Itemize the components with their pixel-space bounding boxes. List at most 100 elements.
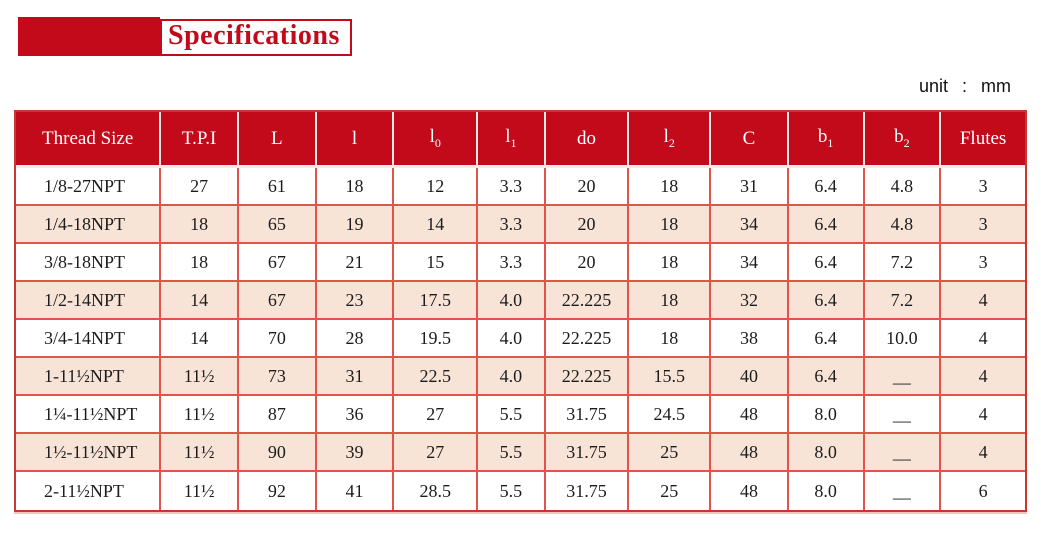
header-cell-l0: l0 (394, 112, 479, 168)
table-cell: 48 (711, 396, 789, 434)
table-cell: 32 (711, 282, 789, 320)
table-cell: 38 (711, 320, 789, 358)
table-cell: 22.225 (545, 358, 630, 396)
table-cell: 19 (316, 206, 395, 244)
header-cell-flutes: Flutes (941, 112, 1025, 168)
table-cell: 3.3 (478, 244, 546, 282)
table-row: 1½-11½NPT 11½ 90 39 27 5.5 31.75 25 48 8.0 __ 4 (16, 434, 1025, 472)
table-cell: 27 (394, 396, 479, 434)
table-cell: 11½ (161, 434, 239, 472)
table-row: 1/2-14NPT 14 67 23 17.5 4.0 22.225 18 32 6.4 7.2 4 (16, 282, 1025, 320)
header-cell-c: C (711, 112, 789, 168)
table-cell: 34 (711, 206, 789, 244)
banner-red-block (18, 17, 160, 56)
table-cell: 5.5 (478, 472, 546, 510)
table-cell: __ (864, 434, 942, 472)
table-cell: 25 (629, 434, 712, 472)
table-cell: 25 (629, 472, 712, 510)
table-cell: 15 (394, 244, 479, 282)
table-cell: 12 (394, 168, 479, 206)
table-cell: 48 (711, 472, 789, 510)
table-cell: 22.225 (545, 282, 630, 320)
table-cell: 41 (316, 472, 395, 510)
header-cell-thread-size: Thread Size (16, 112, 162, 168)
table-cell: 3.3 (478, 206, 546, 244)
table-body: 1/8-27NPT 27 61 18 12 3.3 20 18 31 6.4 4.8 3 1/4-18N… (16, 168, 1025, 510)
table-row: 1/8-27NPT 27 61 18 12 3.3 20 18 31 6.4 4.8 3 (16, 168, 1025, 206)
table-cell: 10.0 (864, 320, 942, 358)
table-cell: 21 (316, 244, 395, 282)
table-row: 3/8-18NPT 18 67 21 15 3.3 20 18 34 6.4 7.2 3 (16, 244, 1025, 282)
header-cell-l: L (238, 112, 317, 168)
table-cell-thread-size: 1-11½NPT (16, 358, 162, 396)
table-cell: 18 (629, 168, 712, 206)
unit-note-label: unit (918, 76, 948, 96)
unit-note-separator: : (961, 76, 967, 96)
table-cell: 17.5 (394, 282, 479, 320)
table-cell-thread-size: 3/8-18NPT (16, 244, 162, 282)
header-cell-l1: l1 (478, 112, 546, 168)
table-cell: 6.4 (788, 168, 865, 206)
table-cell: 65 (238, 206, 317, 244)
table-cell: 31 (316, 358, 395, 396)
table-cell-thread-size: 1½-11½NPT (16, 434, 162, 472)
table-row: 1/4-18NPT 18 65 19 14 3.3 20 18 34 6.4 4.8 3 (16, 206, 1025, 244)
unit-note: unit : mm (919, 76, 1011, 97)
table-cell-thread-size: 2-11½NPT (16, 472, 162, 510)
table-cell: 4.8 (864, 206, 942, 244)
table-cell: 4.0 (478, 358, 546, 396)
table-cell: 18 (629, 320, 712, 358)
table-cell: 7.2 (864, 282, 942, 320)
table-cell: 7.2 (864, 244, 942, 282)
table-cell-thread-size: 1/8-27NPT (16, 168, 162, 206)
table-cell: 18 (629, 206, 712, 244)
table-cell: 4.0 (478, 320, 546, 358)
table-cell: 87 (238, 396, 317, 434)
table-cell: 6.4 (788, 206, 865, 244)
title-banner: Specifications (18, 17, 352, 56)
table-cell: 61 (238, 168, 317, 206)
header-cell-b1: b1 (788, 112, 865, 168)
table-cell: 39 (316, 434, 395, 472)
table-cell: 23 (316, 282, 395, 320)
table-cell: 4 (941, 282, 1025, 320)
table-cell: 3 (941, 168, 1025, 206)
table-cell: 15.5 (629, 358, 712, 396)
table-cell: 31 (711, 168, 789, 206)
table-cell: 28.5 (394, 472, 479, 510)
table-cell: 18 (316, 168, 395, 206)
table-cell: 11½ (161, 358, 239, 396)
table-cell: __ (864, 396, 942, 434)
table-cell: 4.0 (478, 282, 546, 320)
table-cell-thread-size: 1¼-11½NPT (16, 396, 162, 434)
table-cell: 22.225 (545, 320, 630, 358)
table-cell: __ (864, 472, 942, 510)
table-cell: 14 (161, 282, 239, 320)
table-cell: 3 (941, 206, 1025, 244)
table-row: 1¼-11½NPT 11½ 87 36 27 5.5 31.75 24.5 48 8.0 __ 4 (16, 396, 1025, 434)
table-cell: 3.3 (478, 168, 546, 206)
table-cell: 18 (161, 244, 239, 282)
page-title: Specifications (168, 20, 340, 51)
table-cell: 4 (941, 434, 1025, 472)
table-cell-thread-size: 1/2-14NPT (16, 282, 162, 320)
table-cell: 4.8 (864, 168, 942, 206)
table-cell: 4 (941, 320, 1025, 358)
table-cell: 90 (238, 434, 317, 472)
table-cell: 27 (394, 434, 479, 472)
table-cell: 4 (941, 396, 1025, 434)
banner-title-box: Specifications (160, 18, 352, 56)
table-cell: 22.5 (394, 358, 479, 396)
table-row: 1-11½NPT 11½ 73 31 22.5 4.0 22.225 15.5 40 6.4 __ 4 (16, 358, 1025, 396)
table-cell: 73 (238, 358, 317, 396)
table-cell: 11½ (161, 396, 239, 434)
table-cell: 20 (545, 168, 630, 206)
table-cell: 70 (238, 320, 317, 358)
header-cell-b2: b2 (864, 112, 942, 168)
table-cell: 24.5 (629, 396, 712, 434)
table-cell-thread-size: 1/4-18NPT (16, 206, 162, 244)
